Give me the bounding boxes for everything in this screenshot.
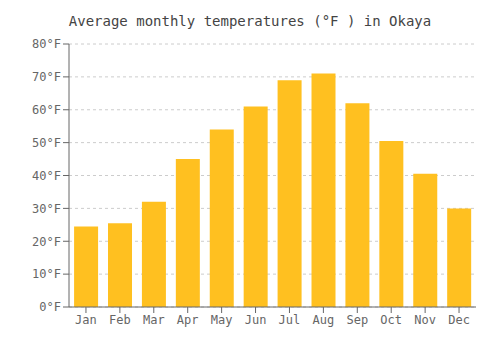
html-text:Average monthly temperatures (: Average monthly temperatures (°F ) in Ok… — [68, 13, 432, 29]
svg-text:10°F: 10°F — [32, 267, 61, 281]
svg-text:80°F: 80°F — [32, 37, 61, 51]
svg-text:Oct: Oct — [380, 313, 402, 327]
svg-text:Feb: Feb — [109, 313, 131, 327]
svg-text:Jun: Jun — [245, 313, 267, 327]
svg-text:40°F: 40°F — [32, 169, 61, 183]
svg-text:60°F: 60°F — [32, 103, 61, 117]
svg-text:Jul: Jul — [279, 313, 301, 327]
svg-text:50°F: 50°F — [32, 136, 61, 150]
svg-text:20°F: 20°F — [32, 235, 61, 249]
svg-text:Apr: Apr — [177, 313, 199, 327]
svg-text:70°F: 70°F — [32, 70, 61, 84]
svg-text:Mar: Mar — [143, 313, 165, 327]
svg-text:Nov: Nov — [414, 313, 436, 327]
svg-text:Aug: Aug — [313, 313, 335, 327]
svg-text:Dec: Dec — [448, 313, 470, 327]
svg-text:May: May — [211, 313, 233, 327]
svg-text:Jan: Jan — [75, 313, 97, 327]
svg-text:0°F: 0°F — [39, 300, 61, 314]
svg-text:30°F: 30°F — [32, 202, 61, 216]
svg-text:Sep: Sep — [346, 313, 368, 327]
